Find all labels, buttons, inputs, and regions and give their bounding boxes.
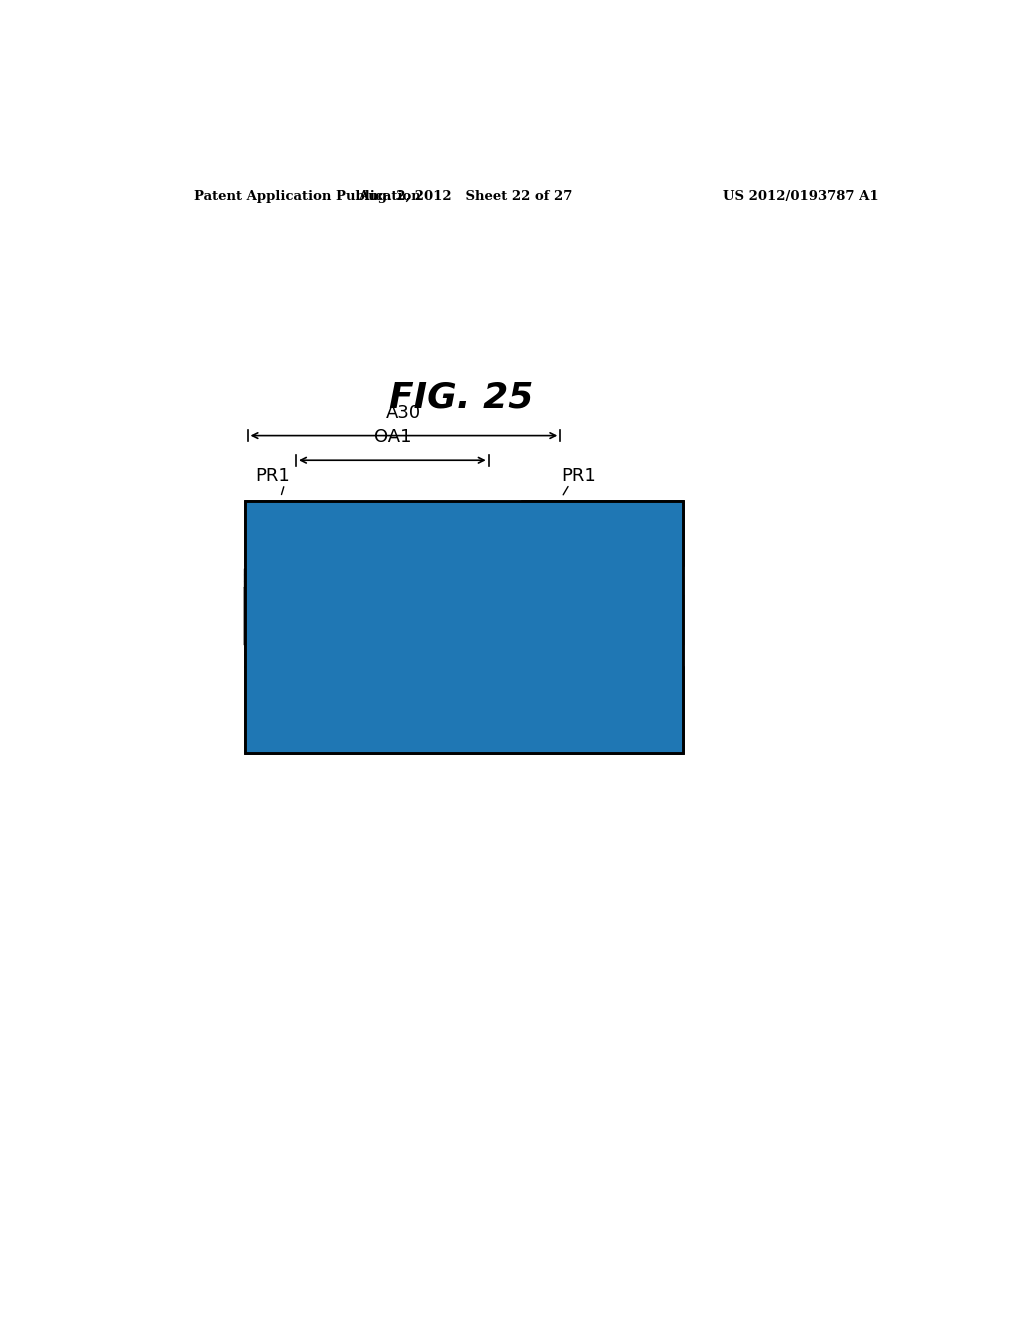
Text: M5: M5 [400,573,427,591]
Bar [245,644,683,655]
Text: OA1: OA1 [374,429,411,446]
Text: 24: 24 [599,652,622,669]
Text: A30: A30 [386,404,422,422]
Bar [245,667,683,752]
Bar [245,502,307,565]
Bar [245,502,683,752]
Polygon shape [245,581,683,638]
Polygon shape [245,576,683,631]
Bar [245,502,307,565]
Bar [521,502,683,565]
Bar [245,655,683,667]
Polygon shape [245,589,683,644]
Polygon shape [245,569,683,626]
Text: PR1: PR1 [561,467,596,484]
Bar [245,502,683,752]
Text: US 2012/0193787 A1: US 2012/0193787 A1 [723,190,879,203]
Bar [521,502,683,565]
Text: 23: 23 [539,652,562,669]
Text: ID5: ID5 [348,636,379,653]
Text: 27: 27 [367,548,390,565]
Text: 21: 21 [478,652,502,669]
Text: FIG. 25: FIG. 25 [389,380,534,414]
Text: PR1: PR1 [256,467,291,484]
Bar [245,565,683,569]
Text: Patent Application Publication: Patent Application Publication [194,190,421,203]
Text: Aug. 2, 2012   Sheet 22 of 27: Aug. 2, 2012 Sheet 22 of 27 [358,190,572,203]
Text: 25: 25 [381,561,403,579]
Bar [245,667,683,752]
